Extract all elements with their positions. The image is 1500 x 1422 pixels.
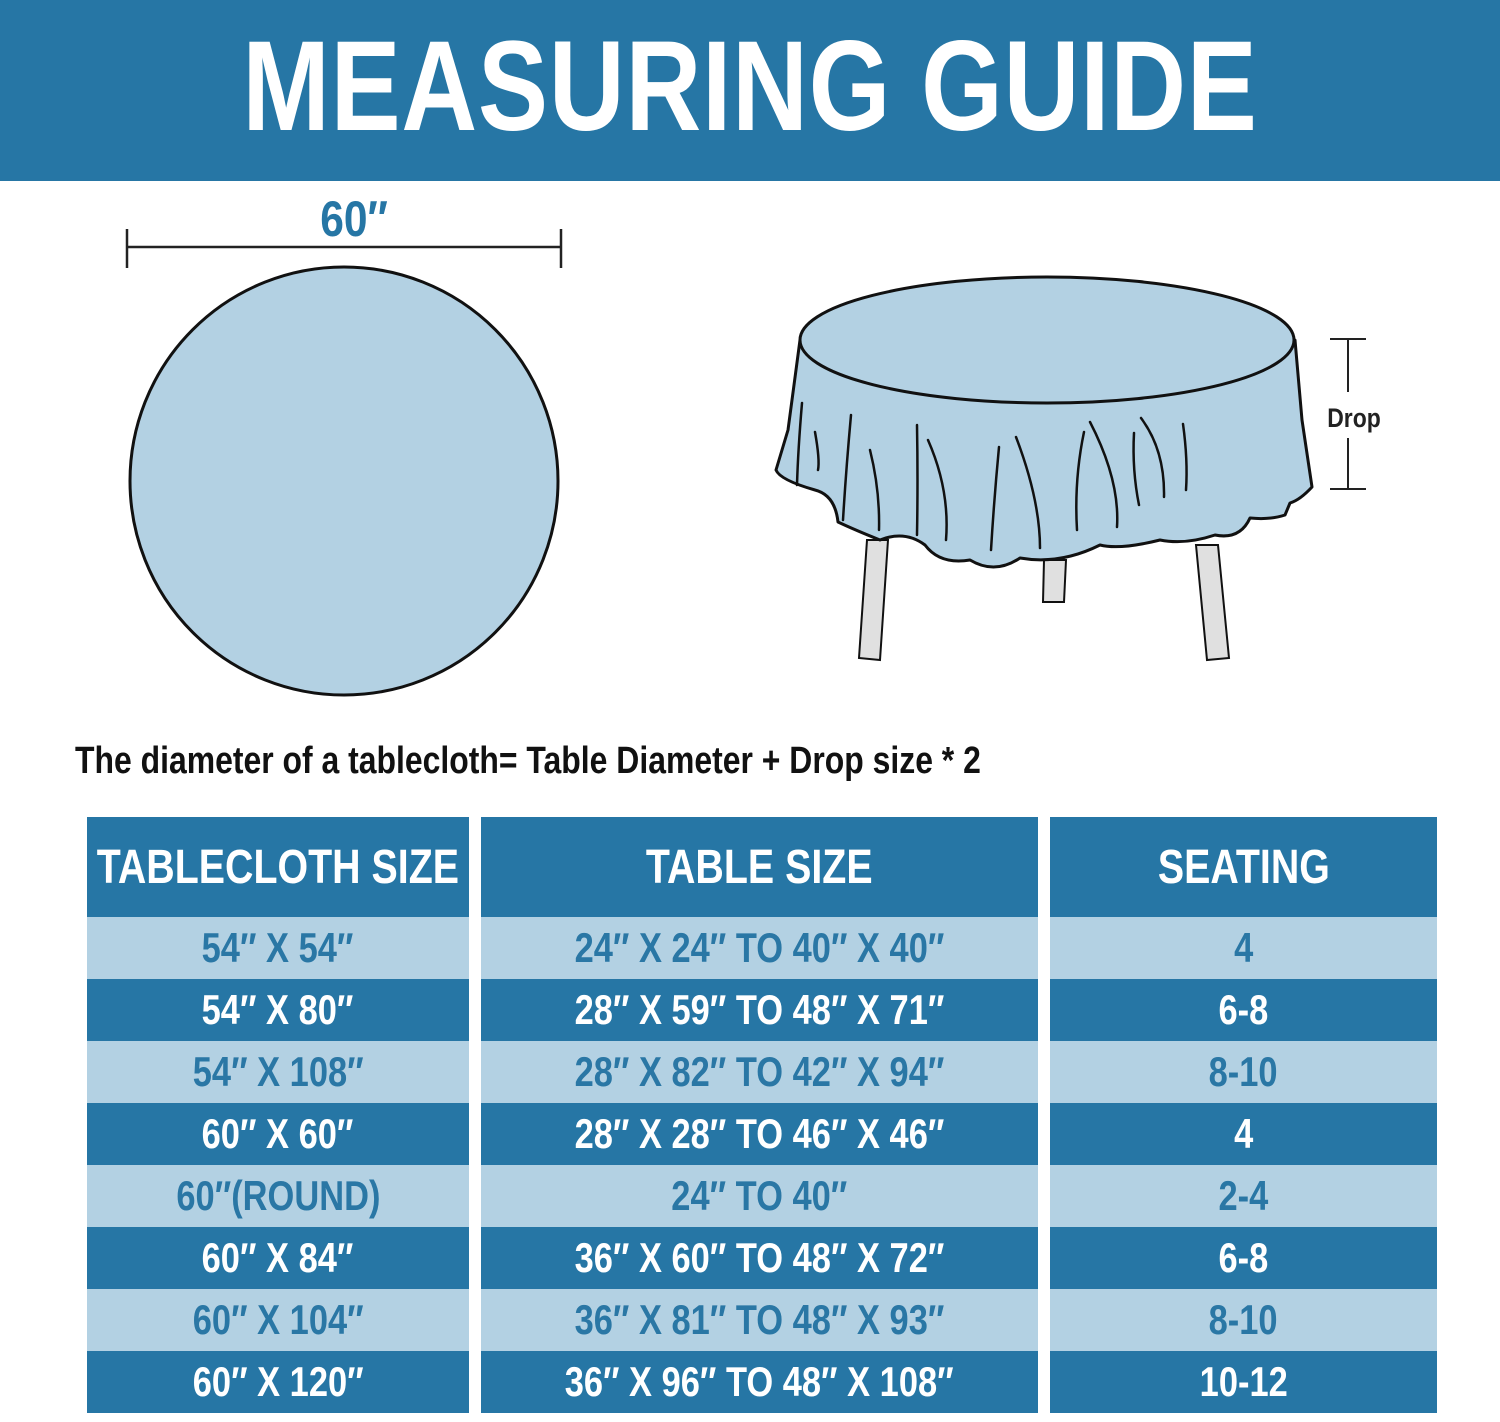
table-with-tablecloth	[774, 275, 1314, 662]
cell-value: 24″ TO 40″	[671, 1172, 848, 1219]
column-header-label: SEATING	[1157, 840, 1330, 894]
column-header: TABLECLOTH SIZE	[87, 817, 469, 917]
diameter-dimension: 60″	[125, 191, 563, 268]
table-cell: 8-10	[1050, 1289, 1437, 1351]
table-cell: 10-12	[1050, 1351, 1437, 1413]
table-cell: 60″ X 84″	[87, 1227, 469, 1289]
cell-value: 60″ X 60″	[202, 1110, 354, 1157]
cell-value: 28″ X 59″ TO 48″ X 71″	[574, 986, 945, 1033]
formula-text: The diameter of a tablecloth= Table Diam…	[75, 740, 981, 782]
table-cell: 60″ X 60″	[87, 1103, 469, 1165]
cell-value: 54″ X 80″	[202, 986, 354, 1033]
table-cell: 60″ X 104″	[87, 1289, 469, 1351]
cell-value: 54″ X 108″	[192, 1048, 364, 1095]
drop-label: Drop	[1327, 403, 1381, 433]
drop-dimension: Drop	[1327, 338, 1381, 490]
cell-value: 60″ X 120″	[192, 1358, 364, 1405]
cell-value: 4	[1233, 924, 1254, 971]
cell-value: 4	[1233, 1110, 1254, 1157]
cell-value: 28″ X 82″ TO 42″ X 94″	[574, 1048, 945, 1095]
table-cell: 36″ X 96″ TO 48″ X 108″	[481, 1351, 1038, 1413]
cell-value: 36″ X 81″ TO 48″ X 93″	[574, 1296, 945, 1343]
table-column: TABLE SIZE 24″ X 24″ TO 40″ X 40″ 28″ X 59…	[481, 817, 1038, 1413]
cell-value: 6-8	[1218, 1234, 1269, 1281]
page-title: MEASURING GUIDE	[242, 15, 1258, 158]
cell-value: 24″ X 24″ TO 40″ X 40″	[574, 924, 945, 971]
table-cell: 60″(ROUND)	[87, 1165, 469, 1227]
table-cell: 36″ X 81″ TO 48″ X 93″	[481, 1289, 1038, 1351]
table-cell: 4	[1050, 1103, 1437, 1165]
table-cell: 8-10	[1050, 1041, 1437, 1103]
round-tablecloth-top-view	[128, 265, 560, 697]
cell-value: 8-10	[1209, 1048, 1278, 1095]
cell-value: 36″ X 60″ TO 48″ X 72″	[574, 1234, 945, 1281]
column-header-label: TABLE SIZE	[646, 840, 873, 894]
tablecloth-illustrations: 60″ Drop	[125, 191, 1381, 697]
table-cell: 6-8	[1050, 1227, 1437, 1289]
cell-value: 8-10	[1209, 1296, 1278, 1343]
cell-value: 6-8	[1218, 986, 1269, 1033]
table-cell: 2-4	[1050, 1165, 1437, 1227]
table-cell: 36″ X 60″ TO 48″ X 72″	[481, 1227, 1038, 1289]
column-header: SEATING	[1050, 817, 1437, 917]
cell-value: 28″ X 28″ TO 46″ X 46″	[574, 1110, 945, 1157]
column-header: TABLE SIZE	[481, 817, 1038, 917]
title-banner	[0, 0, 1500, 181]
table-cell: 6-8	[1050, 979, 1437, 1041]
table-cell: 28″ X 28″ TO 46″ X 46″	[481, 1103, 1038, 1165]
table-cell: 24″ TO 40″	[481, 1165, 1038, 1227]
table-cell: 54″ X 108″	[87, 1041, 469, 1103]
table-column: SEATING 4 6-8 8-10 4 2-4 6-8 8-10 10-12	[1050, 817, 1437, 1413]
cell-value: 60″(ROUND)	[175, 1172, 381, 1219]
cell-value: 10-12	[1199, 1358, 1288, 1405]
table-cell: 60″ X 120″	[87, 1351, 469, 1413]
table-cell: 28″ X 59″ TO 48″ X 71″	[481, 979, 1038, 1041]
table-cell: 28″ X 82″ TO 42″ X 94″	[481, 1041, 1038, 1103]
table-cell: 24″ X 24″ TO 40″ X 40″	[481, 917, 1038, 979]
cell-value: 54″ X 54″	[202, 924, 354, 971]
cell-value: 60″ X 104″	[192, 1296, 364, 1343]
table-column: TABLECLOTH SIZE 54″ X 54″ 54″ X 80″ 54″ X 1…	[87, 817, 469, 1413]
cell-value: 2-4	[1218, 1172, 1269, 1219]
diameter-label: 60″	[320, 191, 388, 247]
table-cell: 54″ X 54″	[87, 917, 469, 979]
cell-value: 60″ X 84″	[202, 1234, 354, 1281]
table-cell: 4	[1050, 917, 1437, 979]
cell-value: 36″ X 96″ TO 48″ X 108″	[565, 1358, 954, 1405]
column-header-label: TABLECLOTH SIZE	[96, 840, 460, 894]
table-cell: 54″ X 80″	[87, 979, 469, 1041]
